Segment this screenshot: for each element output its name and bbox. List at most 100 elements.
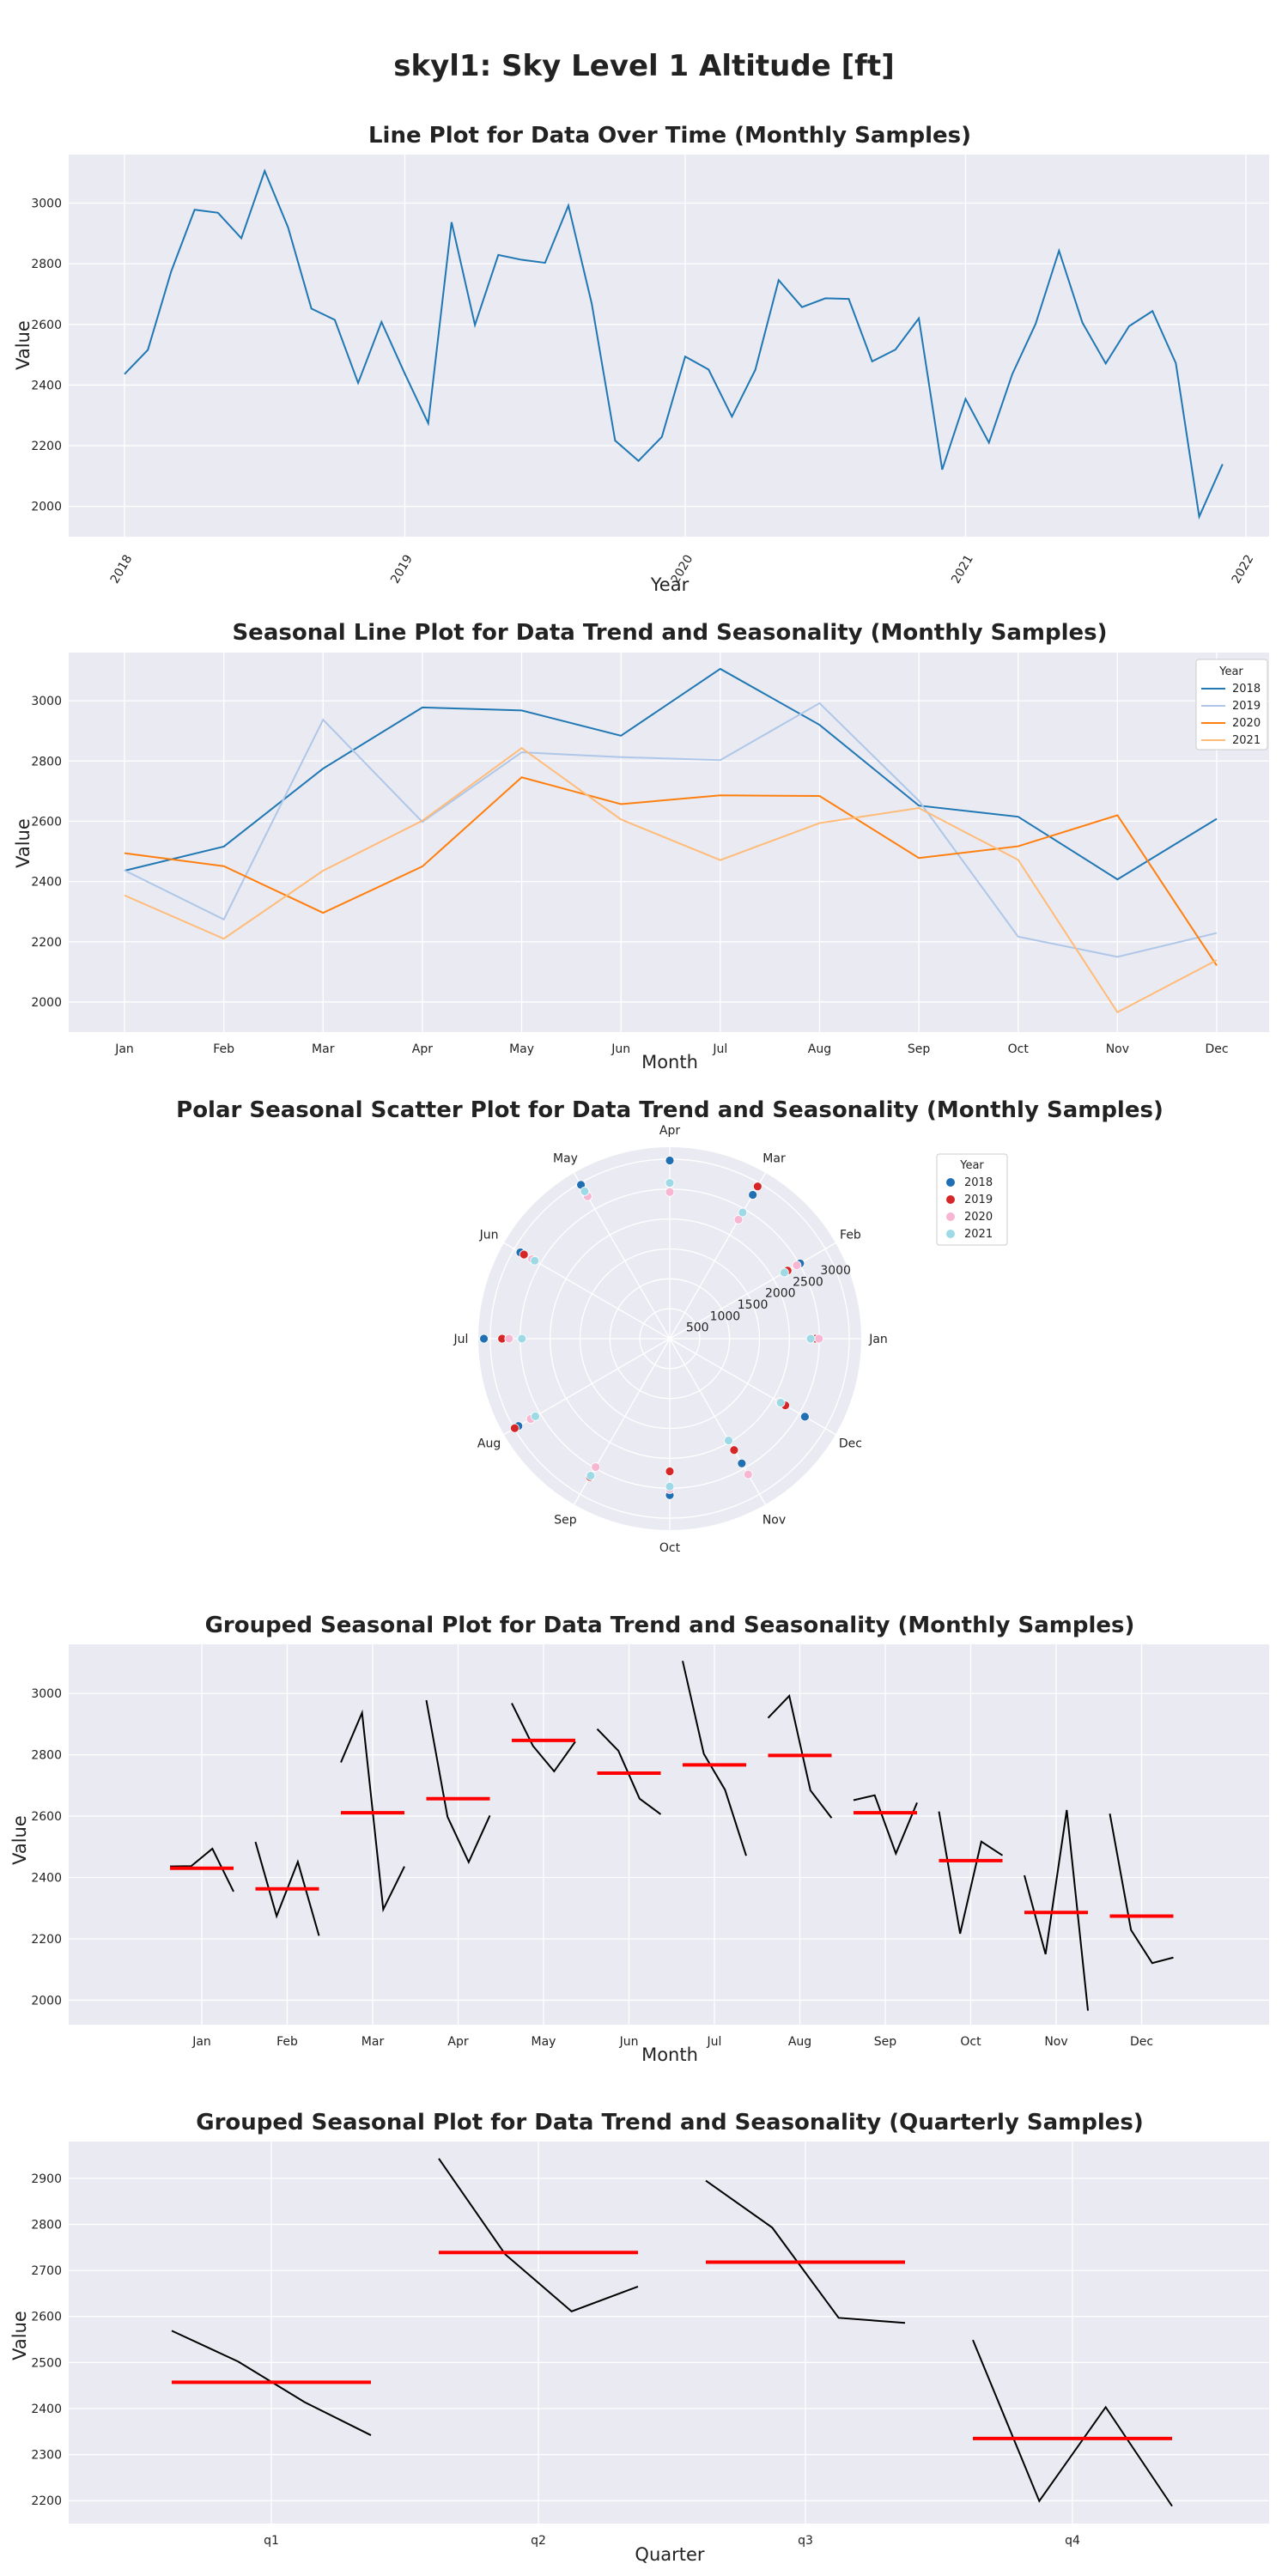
polar-angle-label: Jan bbox=[868, 1333, 888, 1346]
polar-grid-spoke bbox=[573, 1172, 671, 1340]
time-line-chart-ytick-label: 2800 bbox=[31, 258, 62, 271]
grouped-monthly-chart-xtick-label: Sep bbox=[874, 2035, 897, 2049]
polar-point-2018 bbox=[665, 1156, 675, 1165]
polar-point-2021 bbox=[665, 1178, 675, 1188]
polar-angle-label: Apr bbox=[659, 1124, 680, 1138]
grouped-quarterly-chart-ytick-label: 2900 bbox=[31, 2172, 62, 2186]
time-line-chart-xtick-label: 2021 bbox=[949, 553, 976, 586]
seasonal-legend-label: 2018 bbox=[1232, 683, 1261, 696]
grouped-monthly-chart-xtick-label: Dec bbox=[1130, 2035, 1153, 2049]
grouped-monthly-chart-plot-area bbox=[69, 1644, 1269, 2025]
polar-point-2018 bbox=[737, 1458, 747, 1468]
grouped-quarterly-chart-xtick-label: q1 bbox=[264, 2534, 279, 2548]
series-line-2019 bbox=[124, 702, 1218, 958]
grouped-monthly-chart-ytick-label: 2400 bbox=[31, 1872, 62, 1886]
time-line-chart-ylabel: Value bbox=[13, 320, 33, 370]
seasonal-line-chart-ylabel: Value bbox=[13, 818, 33, 868]
time-line-chart-plot-area bbox=[69, 155, 1269, 537]
polar-point-2021 bbox=[586, 1471, 596, 1480]
polar-point-2019 bbox=[665, 1467, 675, 1476]
grouped-monthly-chart-xtick-label: May bbox=[532, 2035, 556, 2049]
grouped-monthly-chart-group-line bbox=[853, 1794, 918, 1856]
polar-point-2021 bbox=[531, 1411, 540, 1421]
grouped-monthly-chart-xtick-label: Jan bbox=[191, 2035, 211, 2049]
polar-point-2019 bbox=[510, 1423, 519, 1433]
polar-point-2021 bbox=[738, 1207, 748, 1218]
grouped-quarterly-chart-xtick-label: q2 bbox=[531, 2534, 546, 2548]
grouped-monthly-chart-group-line bbox=[767, 1693, 833, 1819]
grouped-monthly-chart-group-line bbox=[682, 1661, 747, 1856]
polar-point-2018 bbox=[799, 1412, 810, 1422]
polar-angle-label: Oct bbox=[659, 1541, 681, 1555]
grouped-monthly-chart-xlabel: Month bbox=[641, 2044, 698, 2065]
polar-radial-tick-label: 1500 bbox=[738, 1298, 769, 1312]
grouped-monthly-chart-xtick-label: Oct bbox=[960, 2035, 981, 2049]
polar-point-2021 bbox=[665, 1481, 675, 1492]
grouped-monthly-chart-xtick-label: Nov bbox=[1044, 2035, 1067, 2049]
grouped-quarterly-chart-ytick-label: 2400 bbox=[31, 2403, 62, 2416]
time-line-chart-ytick-label: 2400 bbox=[31, 379, 62, 392]
seasonal-line-chart-xtick-label: May bbox=[509, 1042, 534, 1056]
polar-legend-marker bbox=[946, 1212, 955, 1221]
seasonal-legend-box bbox=[1195, 659, 1268, 750]
polar-point-2021 bbox=[724, 1436, 733, 1446]
polar-legend-label: 2018 bbox=[964, 1176, 993, 1189]
polar-radial-tick-label: 3000 bbox=[820, 1264, 851, 1278]
grouped-monthly-chart-ytick-label: 2800 bbox=[31, 1749, 62, 1763]
polar-legend-label: 2019 bbox=[964, 1194, 993, 1206]
grouped-quarterly-chart-xlabel: Quarter bbox=[635, 2544, 704, 2565]
series-line-2020 bbox=[124, 776, 1218, 967]
grouped-quarterly-chart-ytick-label: 2300 bbox=[31, 2449, 62, 2463]
grouped-quarterly-chart-xtick-label: q3 bbox=[798, 2534, 813, 2548]
polar-angle-label: Jul bbox=[453, 1333, 469, 1346]
grouped-monthly-chart-title: Grouped Seasonal Plot for Data Trend and… bbox=[205, 1613, 1135, 1638]
polar-point-2020 bbox=[792, 1261, 802, 1270]
grouped-quarterly-chart-ytick-label: 2500 bbox=[31, 2356, 62, 2370]
grouped-monthly-chart: Grouped Seasonal Plot for Data Trend and… bbox=[9, 1613, 1269, 2065]
polar-point-2021 bbox=[779, 1267, 789, 1278]
time-line-chart-xtick-label: 2020 bbox=[669, 553, 696, 586]
seasonal-line-chart-xtick-label: Sep bbox=[908, 1042, 931, 1056]
seasonal-line-chart-xtick-label: Oct bbox=[1008, 1042, 1030, 1056]
polar-point-2021 bbox=[530, 1255, 540, 1266]
grouped-monthly-chart-group-line bbox=[169, 1847, 234, 1893]
time-line-chart-xlabel: Year bbox=[650, 574, 690, 595]
seasonal-line-chart-xtick-label: Jan bbox=[114, 1042, 134, 1056]
seasonal-line-chart-ytick-label: 3000 bbox=[31, 695, 62, 708]
grouped-quarterly-chart-plot-area bbox=[69, 2142, 1269, 2524]
polar-point-2020 bbox=[733, 1215, 744, 1224]
seasonal-line-chart-plot-area bbox=[69, 653, 1269, 1032]
polar-point-2020 bbox=[814, 1334, 824, 1344]
polar-radial-tick-label: 2000 bbox=[765, 1287, 796, 1301]
polar-angle-label: Dec bbox=[839, 1437, 862, 1451]
grouped-monthly-chart-ytick-label: 2200 bbox=[31, 1933, 62, 1947]
seasonal-legend-label: 2019 bbox=[1232, 700, 1261, 713]
polar-point-2020 bbox=[743, 1469, 753, 1479]
polar-point-2020 bbox=[665, 1187, 675, 1197]
polar-legend-box bbox=[936, 1153, 1008, 1246]
time-line-chart-ytick-label: 2200 bbox=[31, 440, 62, 453]
polar-angle-label: Nov bbox=[762, 1513, 786, 1527]
seasonal-line-chart-ytick-label: 2000 bbox=[31, 996, 62, 1010]
polar-angle-label: May bbox=[553, 1152, 578, 1166]
grouped-monthly-chart-xtick-label: Feb bbox=[276, 2035, 298, 2049]
grouped-monthly-chart-xtick-label: Aug bbox=[788, 2035, 811, 2049]
polar-point-2019 bbox=[519, 1249, 529, 1260]
series-line-2021 bbox=[124, 746, 1218, 1014]
grouped-quarterly-chart-group-line bbox=[438, 2158, 639, 2312]
grouped-quarterly-chart-ytick-label: 2600 bbox=[31, 2311, 62, 2324]
polar-radial-tick-label: 2500 bbox=[793, 1275, 823, 1289]
time-series-line bbox=[124, 168, 1224, 520]
grouped-quarterly-chart-ytick-label: 2800 bbox=[31, 2219, 62, 2233]
polar-legend-marker bbox=[946, 1195, 955, 1204]
seasonal-line-chart-xtick-label: Jul bbox=[712, 1042, 727, 1056]
seasonal-line-chart-xtick-label: Mar bbox=[312, 1042, 335, 1056]
polar-point-2021 bbox=[580, 1187, 590, 1196]
polar-grid-spoke bbox=[669, 1172, 767, 1340]
grouped-quarterly-chart-ytick-label: 2200 bbox=[31, 2494, 62, 2508]
polar-scatter-chart: Polar Seasonal Scatter Plot for Data Tre… bbox=[176, 1097, 1163, 1555]
polar-point-2020 bbox=[591, 1462, 601, 1472]
grouped-quarterly-chart-group-line bbox=[705, 2179, 906, 2324]
grouped-quarterly-chart-title: Grouped Seasonal Plot for Data Trend and… bbox=[196, 2110, 1144, 2136]
